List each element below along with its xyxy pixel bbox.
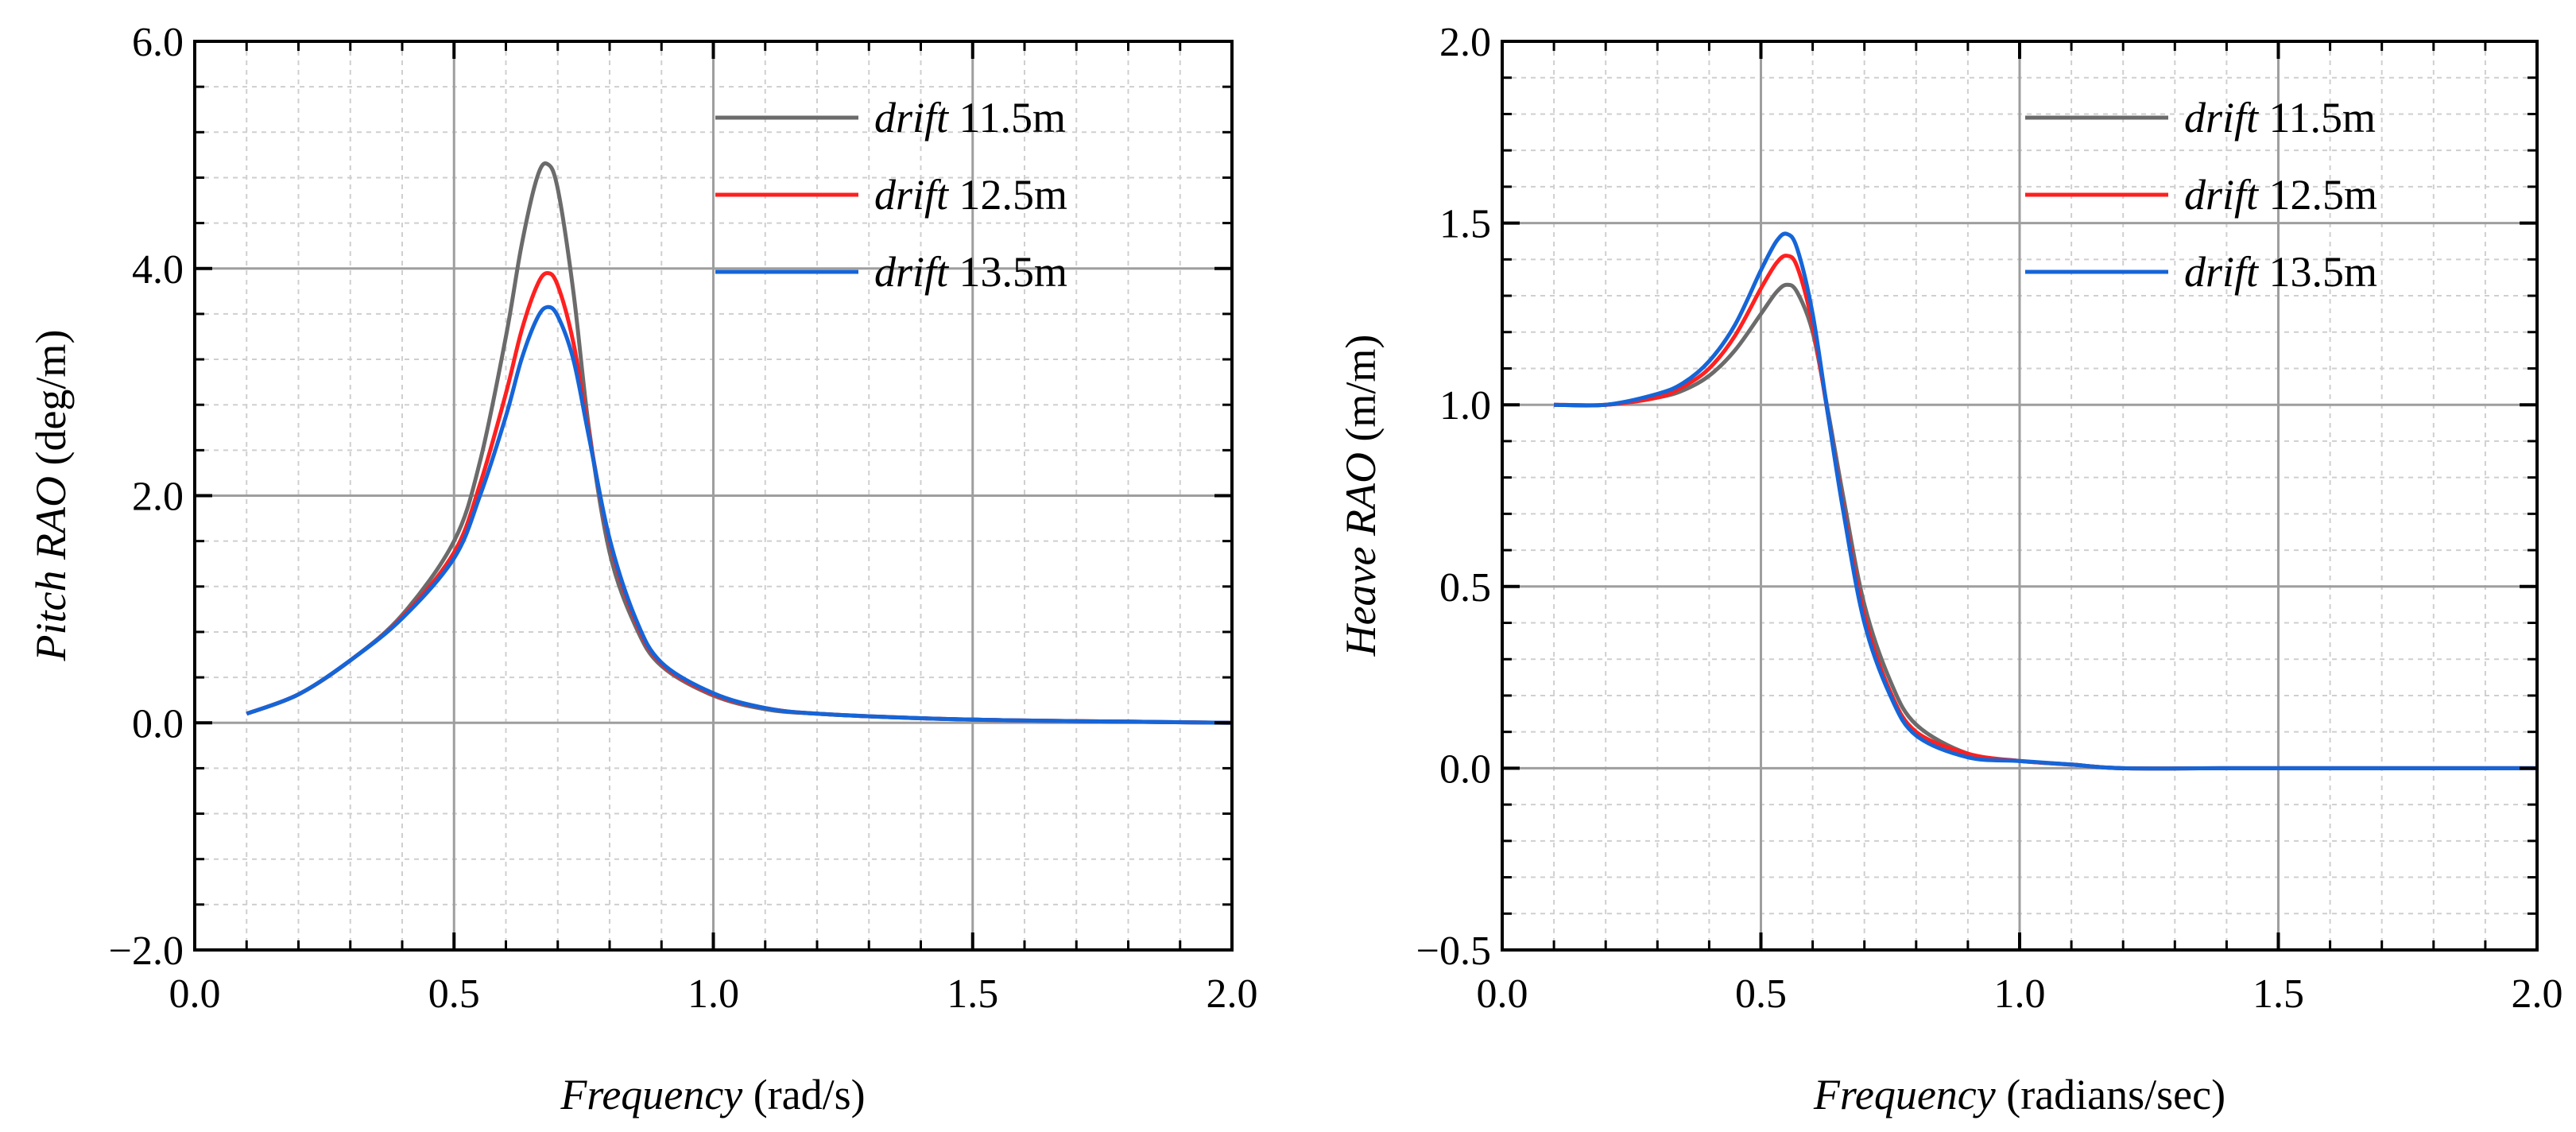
y-axis-title: Pitch RAO (deg/m): [27, 330, 75, 662]
legend-item: drift 11.5m: [715, 94, 1066, 142]
x-tick-label: 2.0: [2512, 971, 2563, 1017]
y-axis-title-italic: Heave RAO: [1337, 452, 1385, 657]
x-tick-label: 0.0: [1477, 971, 1528, 1017]
legend-label-value: 12.5m: [948, 171, 1067, 219]
y-axis-title: Heave RAO (m/m): [1337, 335, 1385, 657]
x-tick-labels: 0.0 0.5 1.0 1.5 2.0: [1477, 971, 2563, 1017]
series-group: [1554, 231, 2537, 771]
legend-label-value: 12.5m: [2258, 171, 2377, 219]
legend-label: drift 11.5m: [874, 94, 1066, 142]
x-tick-label: 1.0: [688, 971, 739, 1017]
legend-label-italic: drift: [874, 94, 950, 142]
x-tick-labels: 0.0 0.5 1.0 1.5 2.0: [169, 971, 1258, 1017]
series-line-13.5m: [1554, 231, 2537, 771]
x-tick-label: 2.0: [1207, 971, 1258, 1017]
legend-label-italic: drift: [874, 248, 950, 296]
legend-label-italic: drift: [2184, 171, 2260, 219]
y-tick-label: 6.0: [132, 20, 184, 65]
x-axis-title-unit: (rad/s): [753, 1071, 866, 1118]
legend-item: drift 13.5m: [715, 248, 1067, 296]
minor-grid: [1502, 41, 2537, 950]
legend-label: drift 12.5m: [874, 171, 1067, 219]
tick-marks: [193, 40, 1234, 952]
legend-item: drift 12.5m: [2025, 171, 2377, 219]
y-tick-label: 1.0: [1439, 383, 1491, 428]
y-tick-label: 2.0: [132, 475, 184, 520]
x-axis-title: Frequency (radians/sec): [1813, 1071, 2225, 1118]
legend-label-value: 13.5m: [2258, 248, 2377, 296]
y-tick-label: −2.0: [109, 928, 184, 974]
legend-label: drift 13.5m: [874, 248, 1067, 296]
x-tick-label: 0.5: [428, 971, 480, 1017]
x-tick-label: 1.5: [2253, 971, 2304, 1017]
series-group: [246, 161, 1233, 725]
pitch-rao-chart: 0.0 0.5 1.0 1.5 2.0 −2.00.02.04.06.0 Frequen…: [27, 20, 1258, 1118]
y-tick-label: 0.0: [1439, 746, 1491, 792]
y-tick-label: −0.5: [1416, 928, 1491, 974]
y-tick-label: 2.0: [1439, 20, 1491, 65]
legend-label: drift 13.5m: [2184, 248, 2377, 296]
y-axis-title-italic: Pitch RAO: [27, 476, 75, 661]
x-tick-label: 1.5: [947, 971, 998, 1017]
x-axis-title-italic: Frequency: [1813, 1071, 1996, 1118]
x-tick-label: 0.5: [1735, 971, 1787, 1017]
y-tick-label: 0.5: [1439, 565, 1491, 611]
legend-item: drift 12.5m: [715, 171, 1067, 219]
y-tick-labels: −2.0 0.0 2.0 4.0 6.0: [109, 20, 184, 974]
legend-label: drift 11.5m: [2184, 94, 2376, 142]
x-axis-title-unit: (radians/sec): [2006, 1071, 2225, 1118]
heave-rao-chart: 0.0 0.5 1.0 1.5 2.0 −0.50.00.51.01.52.0 Freq…: [1337, 20, 2563, 1118]
x-axis-title: Frequency (rad/s): [560, 1071, 865, 1118]
y-tick-label: 1.5: [1439, 202, 1491, 247]
legend-label-value: 11.5m: [2258, 94, 2376, 142]
y-axis-title-unit: (m/m): [1337, 335, 1385, 442]
legend-label-italic: drift: [874, 171, 950, 219]
legend-item: drift 13.5m: [2025, 248, 2377, 296]
legend-label-value: 13.5m: [948, 248, 1067, 296]
y-axis-title-unit: (deg/m): [27, 330, 75, 466]
legend-label-italic: drift: [2184, 248, 2260, 296]
legend-label: drift 12.5m: [2184, 171, 2377, 219]
y-tick-label: 0.0: [132, 701, 184, 746]
y-tick-label: 4.0: [132, 247, 184, 293]
series-line-13.5m: [246, 304, 1233, 725]
x-tick-label: 0.0: [169, 971, 221, 1017]
y-tick-labels: −0.5 0.0 0.5 1.0 1.5 2.0: [1416, 20, 1491, 974]
x-tick-label: 1.0: [1994, 971, 2046, 1017]
legend-label-italic: drift: [2184, 94, 2260, 142]
tick-marks: [1501, 40, 2539, 952]
legend-item: drift 11.5m: [2025, 94, 2376, 142]
x-axis-title-italic: Frequency: [560, 1071, 742, 1118]
legend-label-value: 11.5m: [948, 94, 1066, 142]
